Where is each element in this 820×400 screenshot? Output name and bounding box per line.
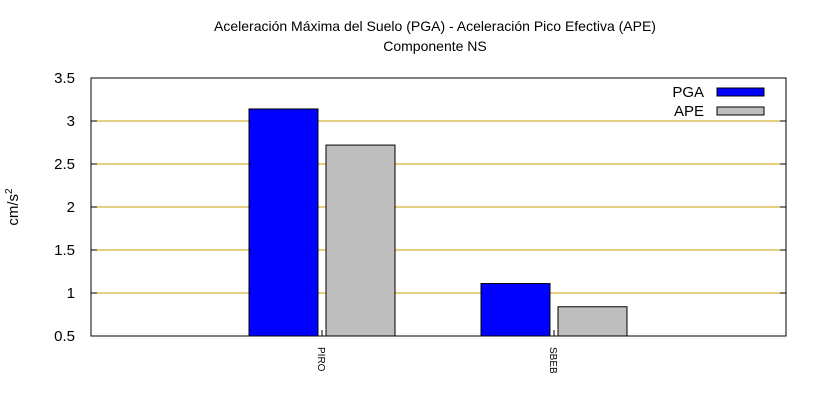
chart-title: Aceleración Máxima del Suelo (PGA) - Ace…	[214, 18, 656, 34]
x-tick-label: PIRO	[315, 347, 326, 372]
bar-ape-sbeb	[557, 306, 628, 337]
x-tick-labels: PIRO SBEB	[315, 330, 558, 374]
bars	[248, 108, 628, 337]
y-axis-label-exponent: 2	[4, 188, 15, 194]
bar-pga-sbeb	[480, 283, 551, 337]
legend-label-ape: APE	[674, 103, 704, 120]
grid-lines	[91, 120, 786, 294]
bar-ape-piro	[325, 144, 396, 337]
chart-subtitle: Componente NS	[383, 38, 487, 54]
legend-swatch-ape	[716, 106, 765, 116]
legend-swatch-pga	[716, 87, 765, 97]
y-ticks: 0.5 1 1.5 2 2.5 3 3.5	[54, 70, 786, 345]
y-axis-label-unit: cm/s	[5, 194, 22, 226]
y-tick-label: 1.5	[54, 242, 75, 259]
y-axis-label: cm/s2	[4, 188, 22, 226]
legend: PGA APE	[672, 84, 765, 120]
y-tick-label: 3	[67, 113, 75, 130]
legend-label-pga: PGA	[672, 84, 704, 101]
y-tick-label: 1	[67, 285, 75, 302]
y-tick-label: 2	[67, 199, 75, 216]
y-tick-label: 0.5	[54, 328, 75, 345]
bar-pga-piro	[248, 108, 319, 337]
y-tick-label: 2.5	[54, 156, 75, 173]
x-tick-label: SBEB	[547, 347, 558, 374]
y-tick-label: 3.5	[54, 70, 75, 87]
